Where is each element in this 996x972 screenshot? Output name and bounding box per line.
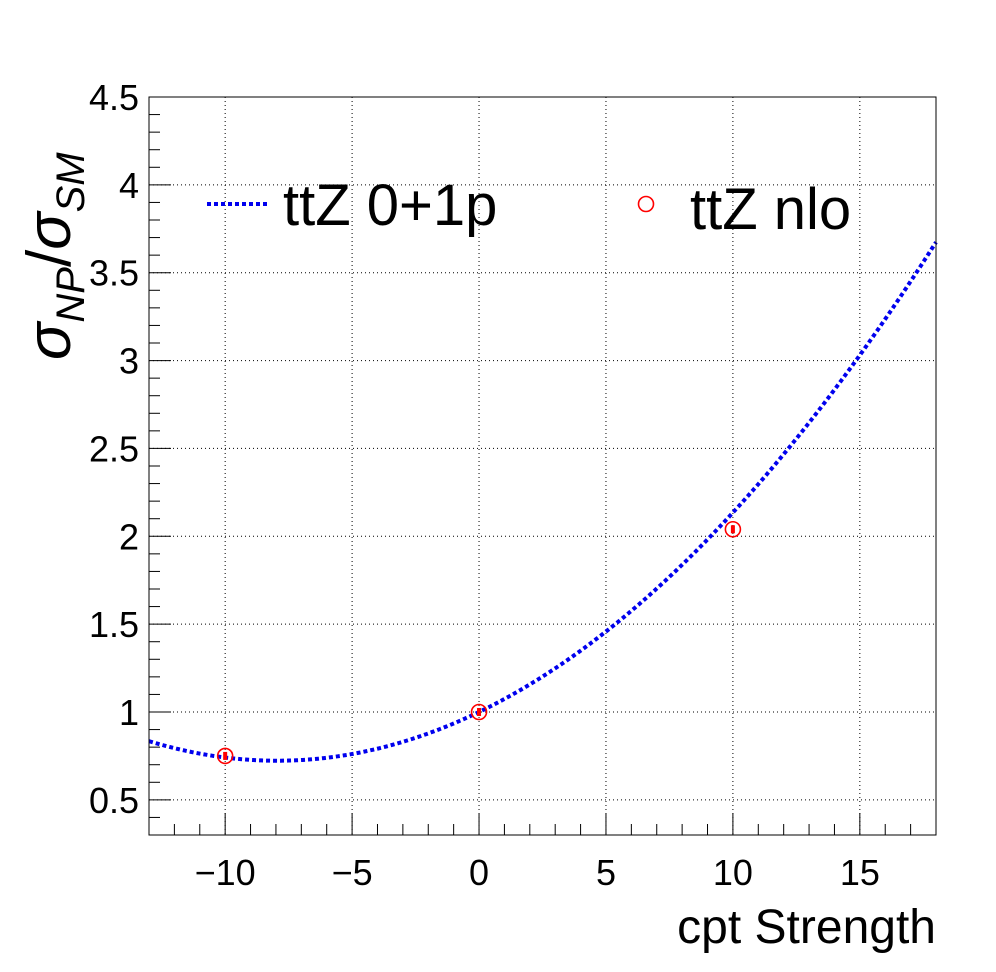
nlo-point: [724, 520, 742, 538]
y-tick-labels: 0.5 1 1.5 2 2.5 3 3.5 4 4.5: [89, 77, 139, 821]
y-tick-label: 1.5: [89, 604, 139, 645]
x-tick-label: −10: [195, 852, 256, 893]
x-axis-title: cpt Strength: [677, 901, 936, 954]
nlo-error-bar: [730, 525, 735, 534]
legend-label-ttz-nlo: ttZ nlo: [690, 177, 851, 242]
y-tick-label: 4.5: [89, 77, 139, 118]
y-axis-title-np: NP: [49, 267, 93, 323]
y-tick-label: 3.5: [89, 253, 139, 294]
y-tick-label: 3: [119, 341, 139, 382]
y-axis-title-sigma-np: σ: [15, 320, 84, 360]
nlo-error-bar: [223, 751, 228, 760]
series-ttz-nlo: [216, 520, 742, 765]
plot-frame: [148, 96, 937, 836]
y-tick-label: 4: [119, 165, 139, 206]
series-ttz-0-1p: [148, 241, 938, 763]
x-tick-label: 5: [596, 852, 616, 893]
y-tick-label: 2.5: [89, 428, 139, 469]
nlo-point: [216, 747, 234, 765]
legend: ttZ 0+1p ttZ nlo: [207, 173, 851, 242]
x-tick-label: 15: [840, 852, 880, 893]
y-tick-label: 0.5: [89, 780, 139, 821]
y-axis-title: σNP/σSM: [15, 152, 93, 360]
nlo-error-bar: [477, 708, 482, 716]
legend-swatch-ttz-nlo: [637, 195, 655, 213]
nlo-point: [470, 703, 488, 721]
series-line-ttz-0-1p: [148, 241, 938, 763]
y-axis-title-sigma-sm: σ: [15, 210, 84, 250]
grid: [149, 96, 936, 835]
x-tick-label: −5: [332, 852, 373, 893]
y-axis-title-sm: SM: [49, 152, 93, 213]
y-tick-label: 2: [119, 516, 139, 557]
y-axis-title-slash: /: [15, 249, 84, 267]
x-tick-label: 10: [713, 852, 753, 893]
x-tick-label: 0: [469, 852, 489, 893]
x-tick-labels: −10 −5 0 5 10 15: [195, 852, 880, 893]
y-tick-label: 1: [119, 692, 139, 733]
legend-label-ttz-0-1p: ttZ 0+1p: [283, 173, 497, 238]
